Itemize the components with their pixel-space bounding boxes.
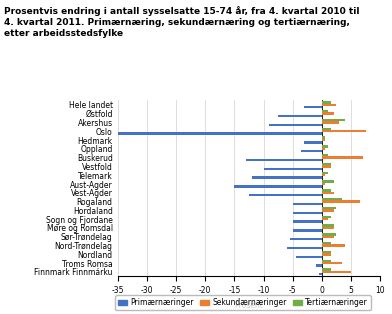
Bar [322,148,325,150]
Bar [293,203,322,205]
Bar [322,225,334,227]
Bar [293,220,322,223]
Bar [322,233,336,236]
Bar [322,268,330,271]
Bar [322,121,339,124]
Bar [301,150,322,152]
Legend: Primærnæringer, Sekundærnæringer, Tertiærnæringer: Primærnæringer, Sekundærnæringer, Tertiæ… [115,295,371,310]
Bar [322,130,366,133]
Bar [322,192,334,194]
Bar [322,139,325,141]
Bar [322,271,351,273]
Bar [322,128,330,130]
Bar [293,229,322,231]
Bar [118,133,322,135]
Bar [322,200,360,203]
Bar [322,119,345,121]
Bar [322,156,363,159]
Bar [304,106,322,108]
Bar [322,198,342,200]
Bar [290,238,322,240]
Bar [322,110,328,112]
Bar [252,176,322,179]
Bar [287,247,322,249]
Bar [322,137,325,139]
Text: Prosentvis endring i antall sysselsatte 15-74 år, fra 4. kvartal 2010 til
4. kva: Prosentvis endring i antall sysselsatte … [4,6,359,38]
Bar [296,256,322,258]
Bar [278,115,322,117]
Bar [322,236,334,238]
Bar [322,218,328,220]
Bar [319,273,322,275]
Bar [322,207,336,209]
Bar [246,159,322,161]
Bar [322,181,334,183]
Bar [322,101,330,104]
Bar [322,251,330,253]
Bar [316,264,322,267]
Bar [322,216,330,218]
Bar [234,185,322,187]
Bar [322,242,330,244]
Bar [322,165,330,168]
Bar [322,189,330,192]
Bar [322,163,330,165]
Bar [322,172,328,174]
Bar [304,141,322,143]
Bar [322,154,328,156]
Bar [322,104,336,106]
Bar [263,168,322,170]
Bar [249,194,322,196]
Bar [293,212,322,214]
Bar [322,112,334,115]
Bar [322,260,330,262]
Bar [322,227,334,229]
Bar [322,244,345,247]
Bar [269,124,322,126]
Bar [322,183,325,185]
Bar [322,145,328,148]
Bar [322,253,330,256]
Bar [322,174,325,176]
Bar [322,209,334,212]
Bar [322,262,342,264]
X-axis label: Prosent: Prosent [234,300,263,310]
